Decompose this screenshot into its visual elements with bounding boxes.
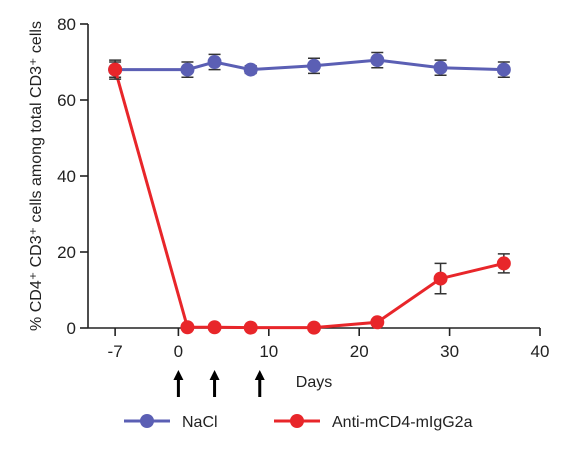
data-point-anti-mcd4-migg2a-6 bbox=[433, 271, 448, 286]
y-ticks: 0 20 40 60 80 bbox=[57, 15, 88, 338]
legend-marker-anti-mcd4 bbox=[290, 414, 304, 428]
y-tick-label-60: 60 bbox=[57, 91, 76, 110]
data-point-nacl-3 bbox=[243, 62, 258, 77]
x-tick-label-0: 0 bbox=[174, 342, 183, 361]
legend-label-anti-mcd4: Anti-mCD4-mIgG2a bbox=[332, 414, 473, 431]
x-tick-label-10: 10 bbox=[259, 342, 278, 361]
data-point-anti-mcd4-migg2a-4 bbox=[307, 320, 321, 335]
y-tick-label-80: 80 bbox=[57, 15, 76, 34]
x-ticks: -7 0 10 20 30 40 bbox=[108, 328, 550, 361]
y-axis-title: % CD4⁺ CD3⁺ cells among total CD3⁺ cells bbox=[28, 21, 45, 331]
data-point-nacl-2 bbox=[207, 55, 222, 69]
treatment-arrows bbox=[173, 370, 265, 397]
data-point-nacl-1 bbox=[180, 62, 195, 77]
series-line-anti-mcd4-migg2a bbox=[113, 69, 505, 330]
treatment-arrowhead-1 bbox=[209, 370, 220, 380]
x-tick-label-20: 20 bbox=[350, 342, 369, 361]
x-tick-label-7: -7 bbox=[108, 342, 123, 361]
legend-item-nacl: NaCl bbox=[124, 414, 218, 431]
data-point-anti-mcd4-migg2a-0 bbox=[108, 62, 123, 77]
y-tick-label-20: 20 bbox=[57, 243, 76, 262]
y-tick-label-40: 40 bbox=[57, 167, 76, 186]
data-point-nacl-5 bbox=[370, 53, 385, 68]
series-anti-mcd4-migg2a bbox=[108, 59, 511, 335]
legend-label-nacl: NaCl bbox=[182, 414, 218, 431]
x-tick-label-30: 30 bbox=[440, 342, 459, 361]
treatment-arrowhead-2 bbox=[254, 370, 265, 380]
y-tick-label-0: 0 bbox=[67, 319, 76, 338]
data-point-anti-mcd4-migg2a-2 bbox=[207, 320, 222, 335]
data-point-nacl-4 bbox=[307, 58, 321, 73]
treatment-arrowhead-0 bbox=[173, 370, 184, 380]
data-point-anti-mcd4-migg2a-3 bbox=[243, 320, 258, 335]
x-tick-label-40: 40 bbox=[531, 342, 550, 361]
data-point-nacl-7 bbox=[496, 62, 511, 77]
series-layer bbox=[108, 51, 511, 335]
legend: NaCl Anti-mCD4-mIgG2a bbox=[124, 414, 473, 431]
data-point-nacl-6 bbox=[433, 60, 448, 75]
data-point-anti-mcd4-migg2a-7 bbox=[496, 256, 511, 271]
x-axis-title: Days bbox=[296, 374, 332, 391]
legend-marker-nacl bbox=[140, 414, 154, 428]
data-point-anti-mcd4-migg2a-1 bbox=[180, 320, 195, 335]
series-nacl bbox=[108, 51, 511, 78]
data-point-anti-mcd4-migg2a-5 bbox=[370, 315, 385, 330]
legend-item-anti-mcd4: Anti-mCD4-mIgG2a bbox=[274, 414, 473, 431]
